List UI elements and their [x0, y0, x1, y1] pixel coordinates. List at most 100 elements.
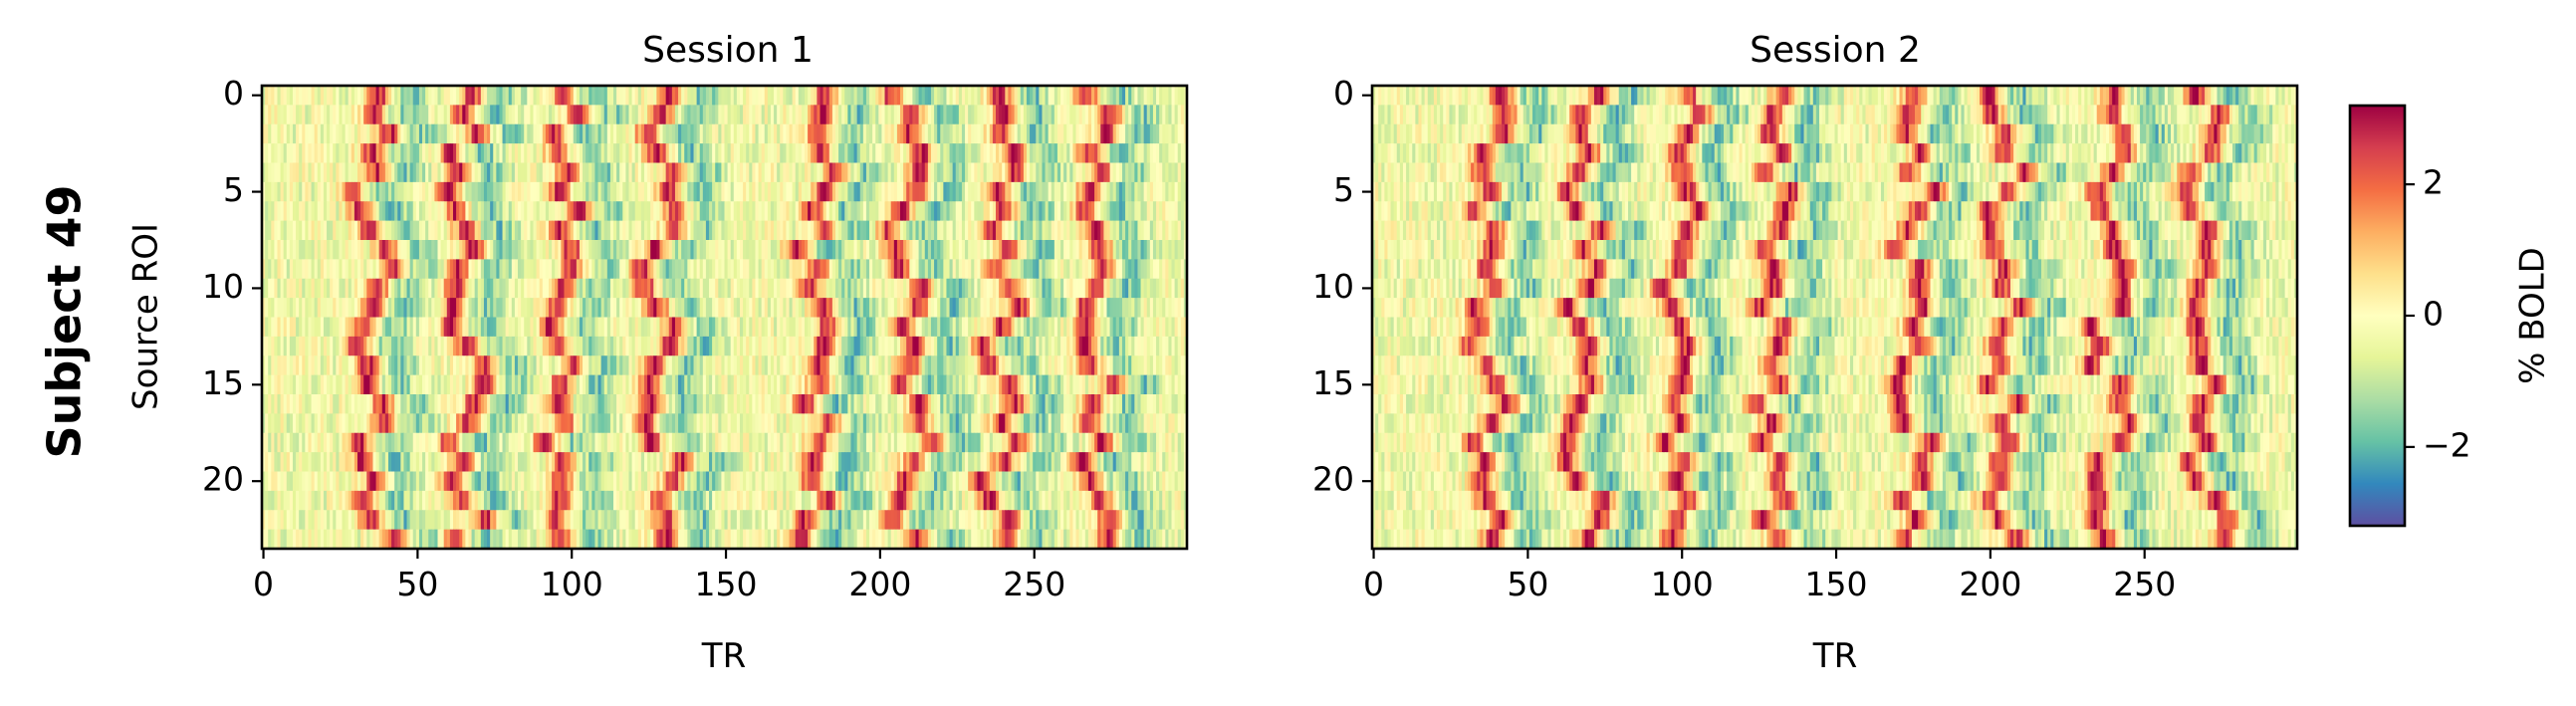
heatmap-cell — [912, 86, 917, 106]
heatmap-cell — [625, 259, 630, 280]
heatmap-cell — [1005, 355, 1009, 376]
heatmap-cell — [924, 259, 929, 280]
heatmap-cell — [348, 201, 352, 222]
heatmap-cell — [1174, 278, 1179, 299]
heatmap-cell — [777, 143, 781, 164]
heatmap-cell — [567, 394, 572, 414]
heatmap-cell — [283, 86, 288, 106]
heatmap-cell — [536, 374, 541, 395]
heatmap-cell — [545, 278, 550, 299]
heatmap-cell — [292, 240, 297, 260]
heatmap-cell — [665, 259, 670, 280]
heatmap-cell — [817, 298, 821, 319]
heatmap-cell — [505, 336, 510, 356]
heatmap-cell — [896, 298, 901, 319]
heatmap-cell — [412, 123, 417, 144]
heatmap-cell — [690, 123, 695, 144]
heatmap-cell — [912, 374, 917, 395]
heatmap-cell — [847, 86, 852, 106]
heatmap-cell — [859, 86, 864, 106]
heatmap-cell — [576, 394, 581, 414]
heatmap-cell — [653, 143, 657, 164]
heatmap-cell — [1066, 162, 1070, 183]
heatmap-cell — [814, 201, 818, 222]
heatmap-cell — [1165, 143, 1170, 164]
heatmap-cell — [702, 201, 707, 222]
heatmap-cell — [514, 201, 519, 222]
heatmap-cell — [946, 259, 951, 280]
heatmap-cell — [308, 105, 313, 125]
heatmap-cell — [542, 298, 547, 319]
heatmap-cell — [687, 298, 692, 319]
heatmap-cell — [761, 278, 766, 299]
heatmap-cell — [536, 201, 541, 222]
heatmap-cell — [1005, 123, 1009, 144]
heatmap-cell — [681, 336, 685, 356]
heatmap-cell — [381, 317, 386, 338]
heatmap-cell — [539, 336, 544, 356]
heatmap-cell — [524, 355, 528, 376]
heatmap-cell — [859, 123, 864, 144]
heatmap-cell — [1106, 162, 1111, 183]
heatmap-cell — [397, 123, 401, 144]
heatmap-cell — [681, 278, 685, 299]
heatmap-cell — [412, 336, 417, 356]
heatmap-cell — [391, 240, 395, 260]
heatmap-cell — [696, 220, 701, 241]
heatmap-cell — [437, 278, 442, 299]
heatmap-cell — [934, 123, 938, 144]
heatmap-cell — [749, 201, 753, 222]
heatmap-cell — [718, 394, 723, 414]
heatmap-cell — [983, 298, 988, 319]
heatmap-cell — [718, 298, 723, 319]
heatmap-cell — [965, 162, 969, 183]
heatmap-cell — [1069, 162, 1074, 183]
heatmap-cell — [496, 143, 501, 164]
heatmap-cell — [721, 394, 726, 414]
heatmap-cell — [1100, 298, 1104, 319]
heatmap-cell — [327, 240, 331, 260]
heatmap-cell — [425, 240, 429, 260]
heatmap-cell — [684, 259, 688, 280]
heatmap-cell — [345, 374, 350, 395]
heatmap-cell — [1026, 298, 1031, 319]
heatmap-cell — [693, 394, 698, 414]
heatmap-cell — [1036, 336, 1040, 356]
heatmap-cell — [838, 143, 842, 164]
heatmap-cell — [594, 298, 599, 319]
heatmap-cell — [736, 336, 741, 356]
heatmap-cell — [428, 336, 432, 356]
heatmap-cell — [1075, 259, 1080, 280]
heatmap-cell — [736, 86, 741, 106]
heatmap-cell — [743, 336, 747, 356]
heatmap-cell — [378, 278, 383, 299]
heatmap-cell — [786, 298, 791, 319]
heatmap-cell — [1023, 240, 1028, 260]
heatmap-cell — [924, 220, 929, 241]
heatmap-cell — [600, 143, 605, 164]
heatmap-cell — [514, 278, 519, 299]
heatmap-cell — [597, 259, 602, 280]
heatmap-cell — [887, 181, 892, 202]
heatmap-cell — [524, 374, 528, 395]
heatmap-cell — [712, 143, 716, 164]
heatmap-cell — [1054, 143, 1058, 164]
heatmap-cell — [814, 317, 818, 338]
heatmap-cell — [548, 240, 553, 260]
heatmap-cell — [314, 374, 319, 395]
heatmap-cell — [1078, 374, 1083, 395]
heatmap-cell — [1042, 355, 1047, 376]
heatmap-cell — [585, 317, 589, 338]
heatmap-cell — [856, 86, 861, 106]
heatmap-cell — [336, 181, 341, 202]
heatmap-cell — [527, 143, 532, 164]
heatmap-cell — [783, 86, 788, 106]
heatmap-cell — [1056, 105, 1061, 125]
heatmap-cell — [1014, 220, 1019, 241]
heatmap-cell — [817, 162, 821, 183]
heatmap-cell — [884, 259, 889, 280]
heatmap-cell — [841, 259, 845, 280]
heatmap-cell — [348, 355, 352, 376]
heatmap-cell — [1023, 86, 1028, 106]
heatmap-cell — [609, 162, 614, 183]
